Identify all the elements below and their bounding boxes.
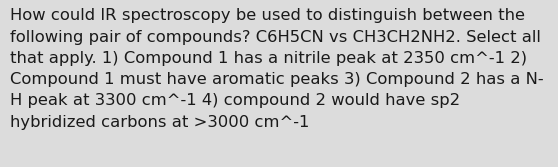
Text: How could IR spectroscopy be used to distinguish between the
following pair of c: How could IR spectroscopy be used to dis…: [10, 8, 543, 130]
